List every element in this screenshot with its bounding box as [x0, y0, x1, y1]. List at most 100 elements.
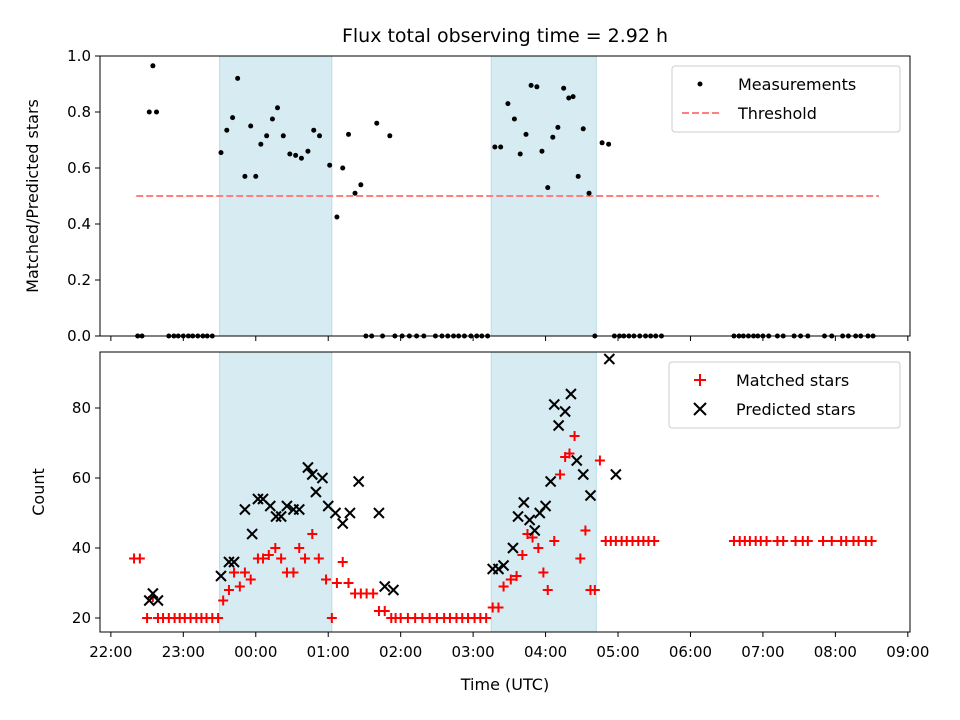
measurement-point [287, 151, 293, 157]
chart-title: Flux total observing time = 2.92 h [342, 25, 668, 47]
matched-star-point [223, 585, 234, 595]
predicted-star-point [507, 542, 519, 554]
predicted-star-point [565, 388, 577, 400]
measurement-point [340, 165, 346, 171]
matched-star-point [313, 553, 324, 564]
matched-star-point [258, 553, 269, 564]
predicted-star-point [270, 510, 282, 523]
matched-star-point [564, 448, 575, 459]
measurement-point [334, 214, 340, 220]
predicted-star-point [152, 594, 164, 607]
predicted-star-point [223, 556, 235, 568]
matched-star-point [549, 536, 560, 546]
measurement-point [492, 144, 498, 150]
measurement-point [580, 126, 586, 132]
predicted-star-point [252, 493, 264, 505]
measurement-point [253, 173, 259, 179]
x-tick-label: 02:00 [379, 643, 422, 661]
matched-star-point [368, 588, 379, 599]
predicted-star-point [539, 500, 552, 512]
measurement-point [293, 152, 299, 158]
measurement-point [374, 120, 380, 126]
x-tick-label: 23:00 [162, 643, 205, 661]
predicted-star-point [584, 489, 597, 502]
matched-star-point [511, 571, 522, 581]
measurement-point [275, 105, 281, 111]
predicted-star-point [387, 584, 400, 596]
measurement-point [280, 133, 286, 139]
x-tick-label: 05:00 [596, 643, 639, 661]
predicted-star-point [306, 468, 318, 481]
predicted-star-point [344, 507, 356, 519]
matched-star-point [379, 606, 390, 616]
x-tick-label: 04:00 [524, 643, 567, 661]
y-tick-label: 0.6 [67, 159, 91, 177]
matched-star-point [142, 613, 153, 623]
top-y-axis-label: Matched/Predicted stars [23, 99, 42, 293]
matched-star-point [527, 532, 538, 543]
top-x-ticks [110, 336, 909, 341]
predicted-star-point [228, 556, 240, 568]
matched-star-point [321, 574, 332, 585]
matched-star-point [498, 581, 509, 592]
predicted-star-point [352, 475, 365, 488]
measurement-point [555, 124, 561, 130]
y-tick-label: 1.0 [67, 47, 91, 65]
measurement-point [150, 63, 156, 69]
bottom-legend: Matched stars Predicted stars [668, 361, 901, 429]
y-tick-label: 80 [72, 399, 91, 417]
y-tick-label: 40 [72, 539, 91, 557]
predicted-star-point [246, 528, 258, 540]
x-tick-label: 09:00 [886, 643, 929, 661]
matched-star-point [229, 567, 240, 578]
measurement-point [146, 109, 152, 115]
measurement-point [523, 131, 529, 137]
predicted-star-point [373, 507, 385, 519]
matched-star-point [288, 567, 299, 578]
matched-star-point [505, 574, 516, 585]
matched-star-point [802, 536, 813, 546]
measurement-point [534, 84, 540, 90]
matched-star-point [294, 543, 305, 553]
predicted-star-point [610, 468, 622, 481]
predicted-star-point [215, 570, 227, 582]
matched-star-point [826, 536, 837, 546]
x-tick-label: 07:00 [741, 643, 784, 661]
measurement-point [566, 95, 572, 101]
matched-star-point [866, 536, 877, 546]
bottom-panel: 20 40 60 80 22:00 23:00 00:00 01:00 02:00 03:00 0… [29, 351, 929, 694]
measurement-point [539, 148, 545, 154]
matched-star-point [263, 550, 274, 560]
measurement-point [154, 109, 160, 115]
predicted-star-point [523, 514, 536, 526]
y-tick-label: 0.8 [67, 103, 91, 121]
x-tick-label: 06:00 [669, 643, 712, 661]
measurement-point [248, 123, 254, 129]
top-plot-frame [99, 55, 911, 337]
predicted-star-point [379, 580, 391, 593]
predicted-star-point [528, 524, 541, 537]
matched-star-point [538, 567, 549, 578]
matched-star-point [575, 553, 586, 564]
matched-star-point [234, 581, 245, 592]
predicted-star-point [518, 496, 530, 509]
shaded-interval-0 [219, 351, 333, 633]
y-tick-label: 0.4 [67, 215, 91, 233]
measurement-point [517, 151, 523, 157]
predicted-star-point [281, 500, 293, 512]
y-tick-label: 0.0 [67, 327, 91, 345]
top-legend: Measurements Threshold [671, 65, 901, 133]
measurement-point [528, 82, 534, 88]
matched-star-point [270, 543, 281, 553]
measurement-point [224, 127, 230, 133]
predicted-star-point [497, 559, 510, 572]
legend-predicted-label: Predicted stars [736, 400, 856, 419]
x-tick-label: 00:00 [234, 643, 277, 661]
matched-star-point [818, 536, 829, 546]
matched-star-point [134, 553, 145, 564]
x-tick-label: 08:00 [814, 643, 857, 661]
matched-star-point [649, 536, 660, 546]
predicted-star-point [571, 454, 583, 467]
matched-star-point [589, 585, 600, 595]
